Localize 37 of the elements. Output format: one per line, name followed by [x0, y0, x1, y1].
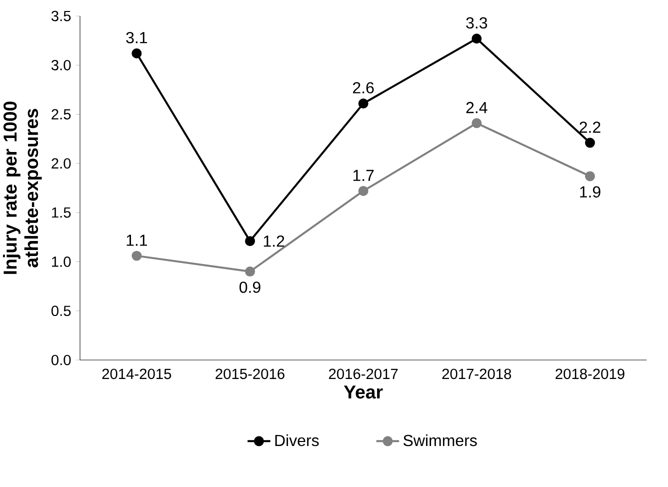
x-tick-label: 2014-2015	[102, 368, 172, 380]
x-tick-label: 2017-2018	[442, 368, 512, 380]
y-tick-label: 0.0	[51, 354, 71, 366]
legend-label: Swimmers	[403, 434, 477, 446]
point	[584, 171, 595, 182]
point	[584, 138, 595, 148]
y-tick-label: 1.5	[52, 208, 71, 218]
point	[132, 48, 142, 59]
data-label: 1.2	[264, 236, 284, 247]
point	[358, 186, 368, 196]
y-tick-label: 3.5	[51, 11, 71, 22]
data-label: 1.1	[126, 234, 148, 246]
data-label: 3.1	[126, 32, 148, 44]
y-tick-label: 0.5	[51, 306, 71, 316]
point	[245, 236, 255, 246]
data-label: 1.9	[580, 186, 600, 198]
x-tick-label: 2015-2016	[216, 368, 284, 380]
y-tick-label: 2.0	[52, 158, 71, 169]
point	[245, 266, 255, 277]
point	[472, 34, 482, 44]
point	[472, 118, 482, 128]
data-label: 3.3	[466, 17, 488, 29]
data-label: 1.7	[353, 170, 374, 182]
x-tick-label: 2016-2017	[328, 368, 398, 380]
y-axis-title: Injury rate per 1000 athlete-exposures	[3, 102, 42, 274]
x-axis-title: Year	[344, 386, 383, 399]
y-tick-label: 1.0	[52, 256, 71, 268]
data-label: 2.4	[466, 102, 488, 114]
legend-label: Divers	[275, 434, 319, 446]
y-tick-label: 3.0	[51, 60, 71, 71]
point	[358, 98, 368, 109]
x-tick-label: 2018-2019	[556, 368, 624, 380]
data-label: 2.6	[353, 82, 374, 94]
point	[132, 250, 142, 261]
data-label: 0.9	[240, 282, 260, 294]
data-label: 2.2	[580, 122, 600, 133]
y-tick-label: 2.5	[52, 109, 71, 120]
